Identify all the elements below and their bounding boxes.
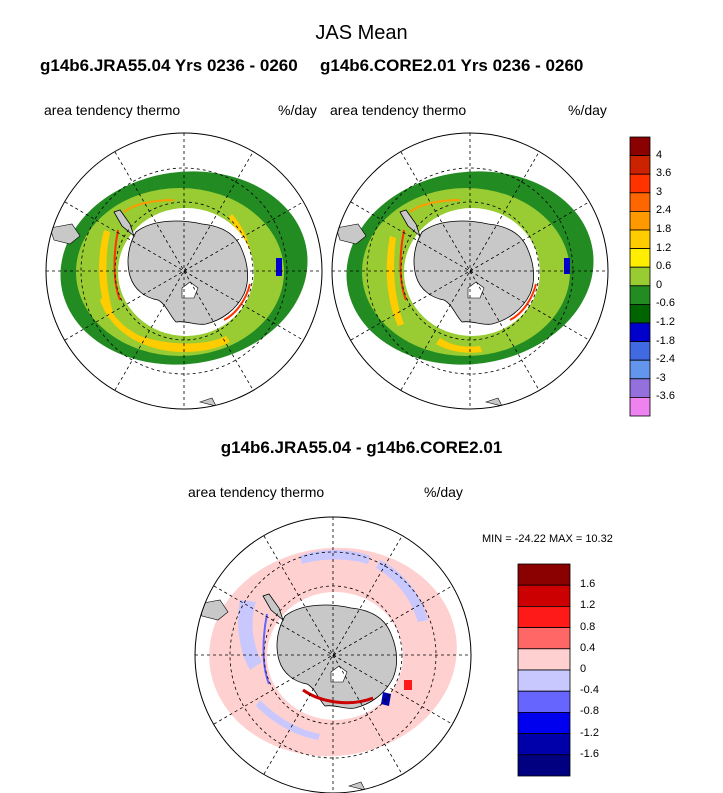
colorbar-diff-swatch (517, 754, 571, 777)
colorbar-diff-swatch (517, 606, 571, 629)
colorbar-diff-swatch (517, 669, 571, 692)
colorbar-main-tick-label: 3.6 (656, 167, 672, 180)
colorbar-main-swatch (629, 136, 651, 157)
map-panel-2 (331, 132, 609, 410)
colorbar-main-swatch (629, 210, 651, 231)
colorbar-main-tick-label: 1.8 (656, 223, 672, 235)
colorbar-main-swatch (629, 229, 651, 250)
colorbar-main-tick-label: -1.8 (656, 334, 675, 347)
colorbar-diff-swatch (517, 563, 571, 586)
colorbar-diff-swatch (517, 627, 571, 650)
colorbar-diff-tick-label: 1.2 (580, 599, 596, 612)
colorbar-diff-tick-label: -1.6 (580, 747, 599, 760)
colorbar-main-tick-label: 2.4 (656, 204, 672, 217)
diff-units-label: %/day (424, 484, 463, 500)
colorbar-main-tick-label: 0 (656, 278, 663, 291)
colorbar-main-swatch (629, 173, 651, 194)
colorbar-diff-tick-label: 1.6 (580, 578, 596, 591)
colorbar-diff-swatch (517, 648, 571, 671)
map-panel-diff (194, 516, 472, 793)
colorbar-main-swatch (629, 378, 651, 398)
colorbar-main-tick-label: 3 (656, 185, 663, 198)
colorbar-main-tick-label: 4 (656, 148, 663, 161)
colorbar-diff-tick-label: 0.8 (580, 620, 596, 633)
diff-variable-label: area tendency thermo (188, 484, 325, 500)
panel2-units-label: %/day (568, 102, 607, 118)
colorbar-main-swatch (629, 248, 651, 268)
panel2-variable-label: area tendency thermo (330, 102, 467, 118)
colorbar-main-tick-label: -1.2 (656, 316, 675, 328)
colorbar-main-tick-label: -3 (656, 371, 666, 384)
diff-minmax-text: MIN = -24.22 MAX = 10.32 (482, 533, 613, 545)
colorbar-diff-swatch (517, 584, 571, 607)
colorbar-main-swatch (629, 396, 651, 417)
colorbar-main-swatch (629, 359, 651, 380)
panel1-variable-label: area tendency thermo (44, 102, 181, 118)
colorbar-main-swatch (629, 341, 651, 361)
colorbar-diff-tick-label: 0.4 (580, 641, 596, 654)
colorbar-main-tick-label: -2.4 (656, 353, 675, 366)
colorbar-main-tick-label: -0.6 (656, 297, 675, 310)
colorbar-main-swatch (629, 322, 651, 343)
colorbar-diff-swatch (517, 712, 571, 735)
panel1-run-title: g14b6.JRA55.04 Yrs 0236 - 0260 (40, 56, 298, 75)
colorbar-main-swatch (629, 192, 651, 212)
colorbar-diff-tick-label: -0.8 (580, 705, 599, 718)
map-panel-1 (45, 132, 323, 410)
colorbar-main (629, 136, 651, 417)
colorbar-main-swatch (629, 303, 651, 324)
colorbar-main-tick-label: 0.6 (656, 260, 672, 273)
figure-title: JAS Mean (315, 22, 408, 44)
colorbar-main-tick-label: 1.2 (656, 241, 672, 254)
colorbar-diff-tick-label: -1.2 (580, 726, 599, 739)
colorbar-main-swatch (629, 155, 651, 175)
panel2-run-title: g14b6.CORE2.01 Yrs 0236 - 0260 (320, 56, 584, 75)
diff-title: g14b6.JRA55.04 - g14b6.CORE2.01 (220, 438, 503, 457)
colorbar-diff (517, 563, 571, 777)
colorbar-main-swatch (629, 285, 651, 305)
colorbar-diff-swatch (517, 733, 571, 756)
panel1-units-label: %/day (278, 102, 317, 118)
colorbar-diff-tick-label: -0.4 (580, 684, 599, 697)
colorbar-diff-tick-label: 0 (580, 663, 587, 675)
colorbar-diff-swatch (517, 690, 571, 713)
colorbar-main-swatch (629, 266, 651, 287)
colorbar-main-tick-label: -3.6 (656, 390, 675, 403)
